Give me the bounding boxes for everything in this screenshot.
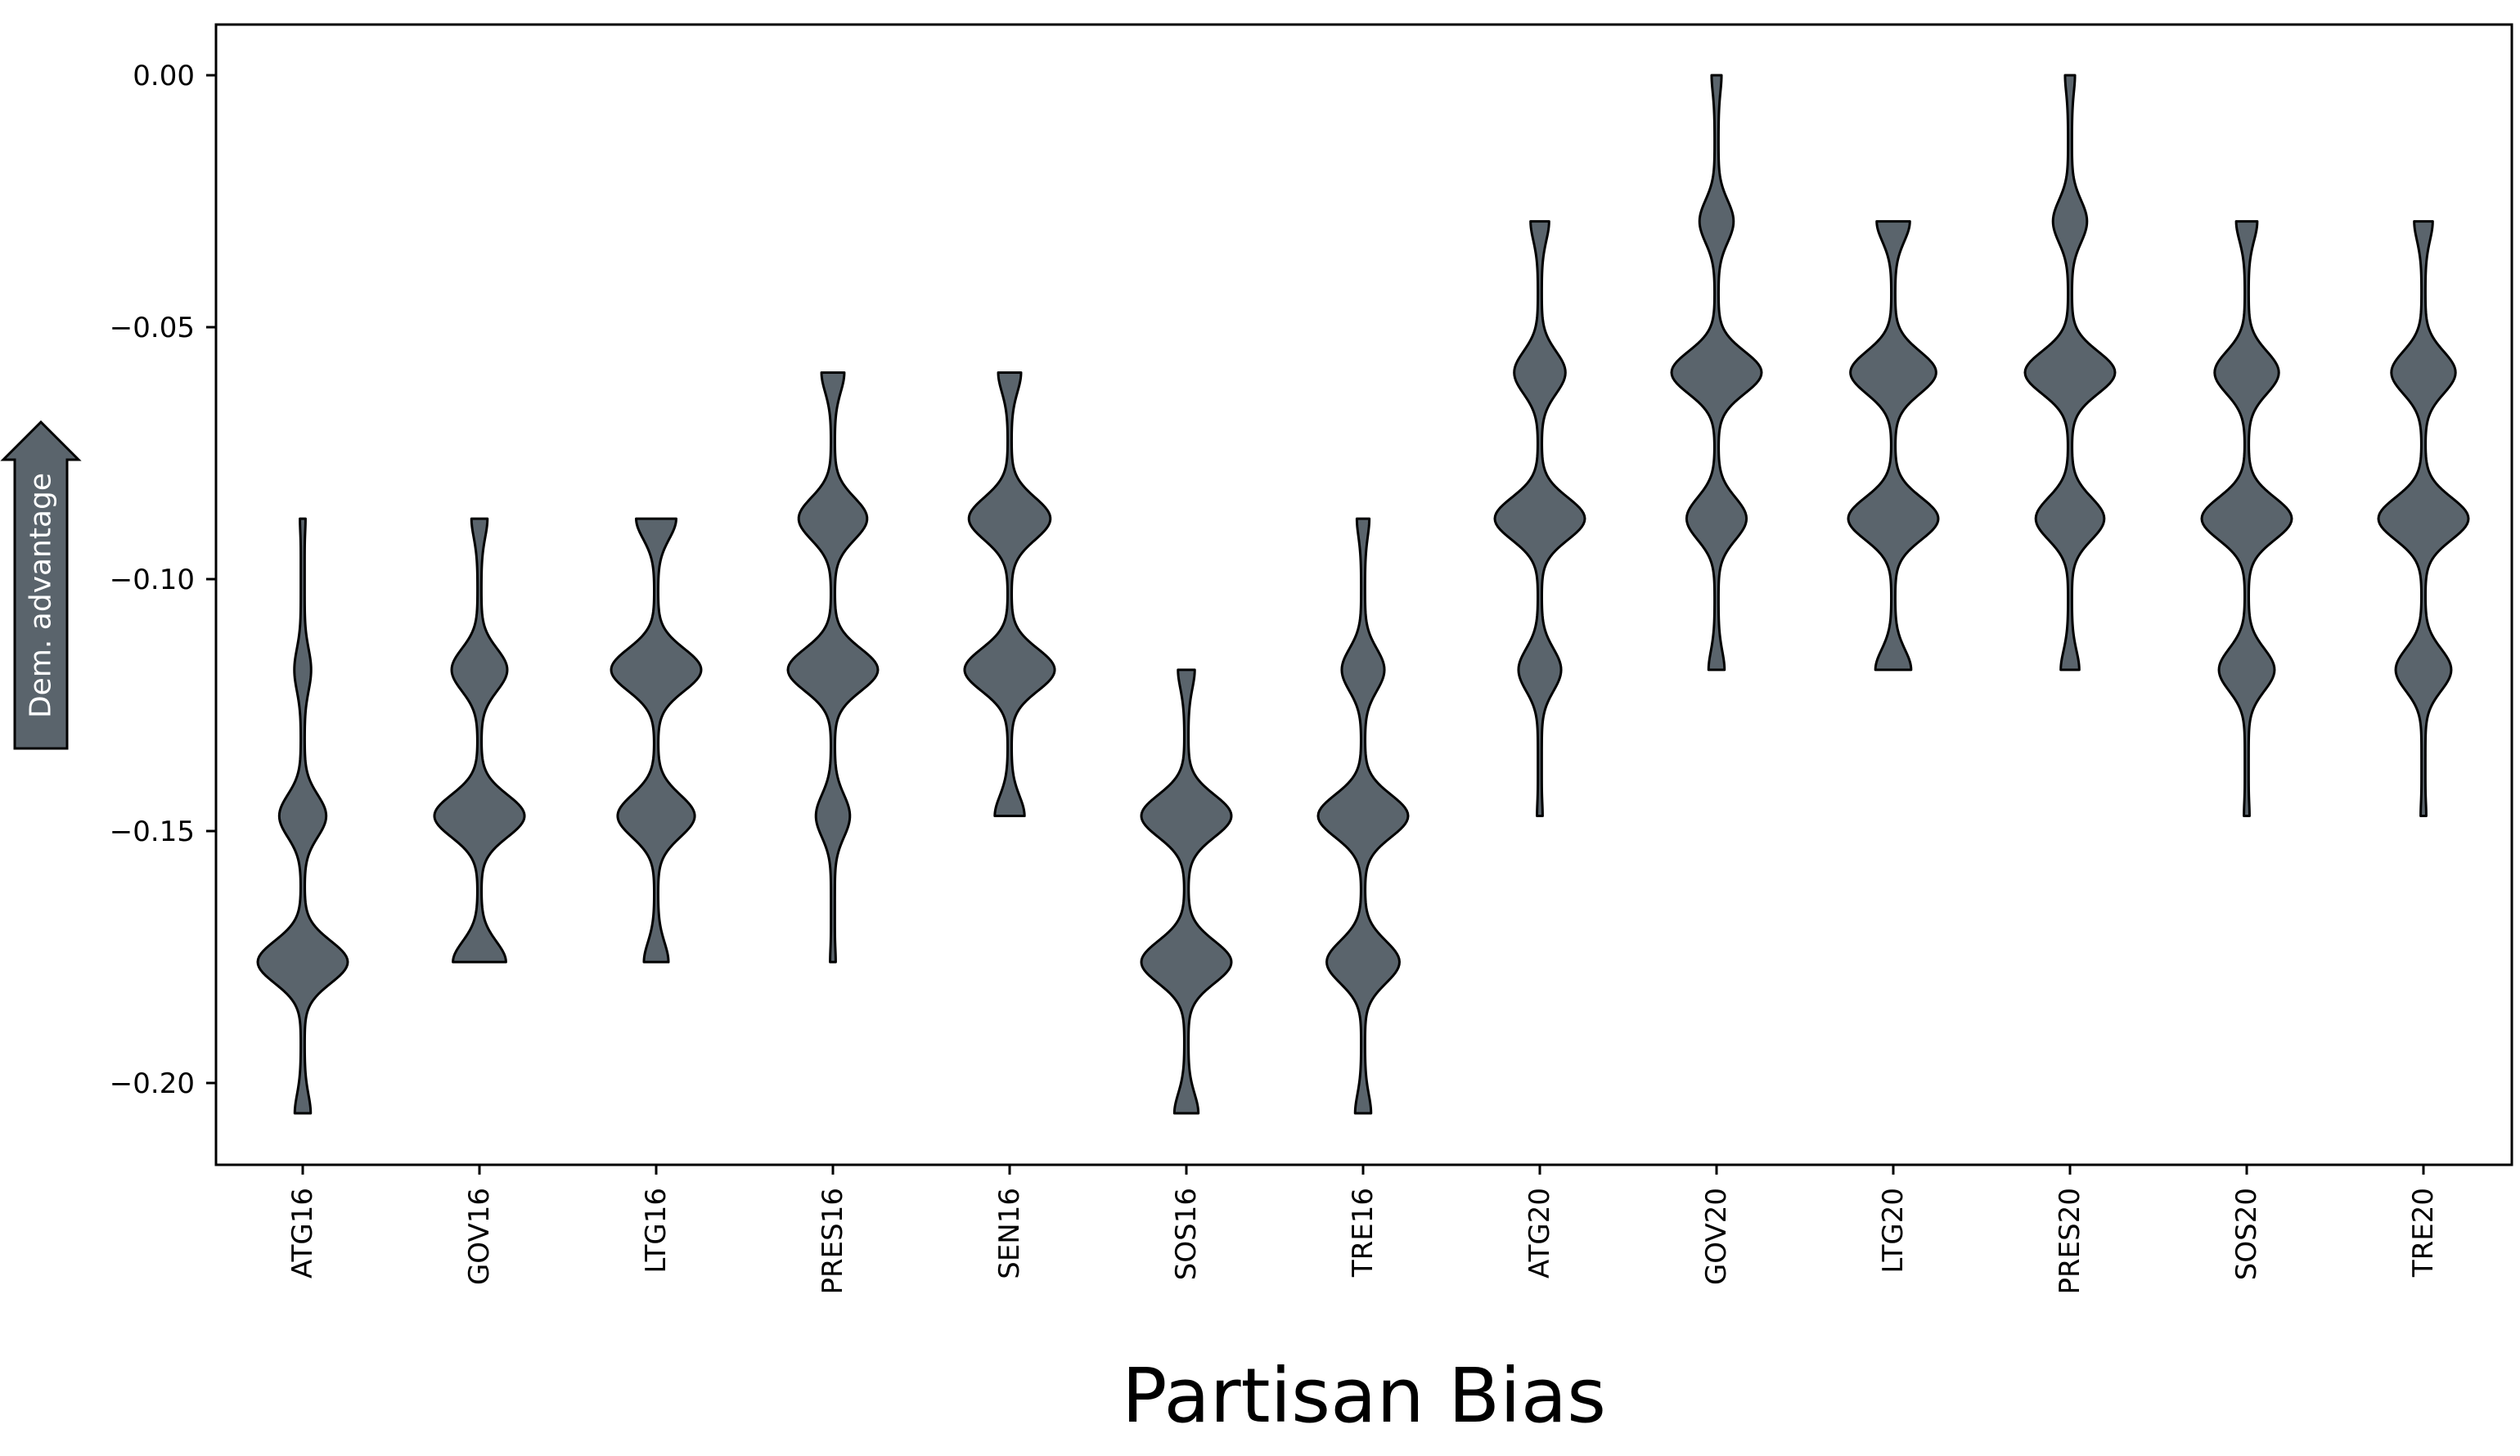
- x-axis: ATG16 GOV16 LTG16 PRES16 SEN16 SOS16 TRE16 ATG2…: [286, 1165, 2440, 1294]
- x-tick-label: LTG16: [640, 1188, 673, 1274]
- x-tick-label: GOV20: [1700, 1188, 1733, 1285]
- x-tick-label: SOS20: [2230, 1188, 2263, 1280]
- y-tick-label: −0.05: [110, 312, 195, 344]
- y-tick-label: 0.00: [133, 60, 195, 92]
- y-tick-label: −0.20: [110, 1067, 195, 1100]
- x-tick-label: PRES16: [817, 1188, 849, 1294]
- violin-atg16: [256, 517, 349, 1115]
- y-tick-label: −0.10: [110, 564, 195, 596]
- violin-atg20: [1493, 220, 1586, 818]
- violin-sos20: [2200, 220, 2293, 818]
- x-tick-label: GOV16: [463, 1188, 496, 1285]
- x-axis-label: Partisan Bias: [1122, 1352, 1606, 1440]
- x-tick-label: PRES20: [2054, 1188, 2086, 1294]
- violin-ltg20: [1847, 220, 1940, 672]
- x-tick-label: TRE20: [2407, 1188, 2440, 1278]
- violin-sen16: [963, 371, 1056, 818]
- violin-ltg16: [610, 517, 703, 964]
- x-tick-label: LTG20: [1877, 1188, 1910, 1274]
- violin-gov16: [433, 517, 526, 964]
- y-tick-label: −0.15: [110, 816, 195, 848]
- violin-gov20: [1670, 74, 1763, 672]
- y-axis: 0.00 −0.05 −0.10 −0.15 −0.20: [110, 60, 216, 1100]
- violin-group: [256, 74, 2470, 1115]
- up-arrow-icon: [0, 420, 82, 750]
- x-tick-label: SEN16: [993, 1188, 1026, 1279]
- x-tick-label: ATG20: [1523, 1188, 1556, 1278]
- violin-tre20: [2377, 220, 2470, 818]
- violin-tre16: [1316, 517, 1410, 1115]
- dem-advantage-annotation: Dem. advantage: [0, 420, 82, 750]
- dem-advantage-label: Dem. advantage: [25, 473, 58, 718]
- x-tick-label: SOS16: [1170, 1188, 1203, 1280]
- violin-pres16: [786, 371, 880, 964]
- x-tick-label: ATG16: [286, 1188, 319, 1278]
- violin-pres20: [2023, 74, 2117, 672]
- x-tick-label: TRE16: [1347, 1188, 1379, 1278]
- violin-sos16: [1140, 668, 1233, 1115]
